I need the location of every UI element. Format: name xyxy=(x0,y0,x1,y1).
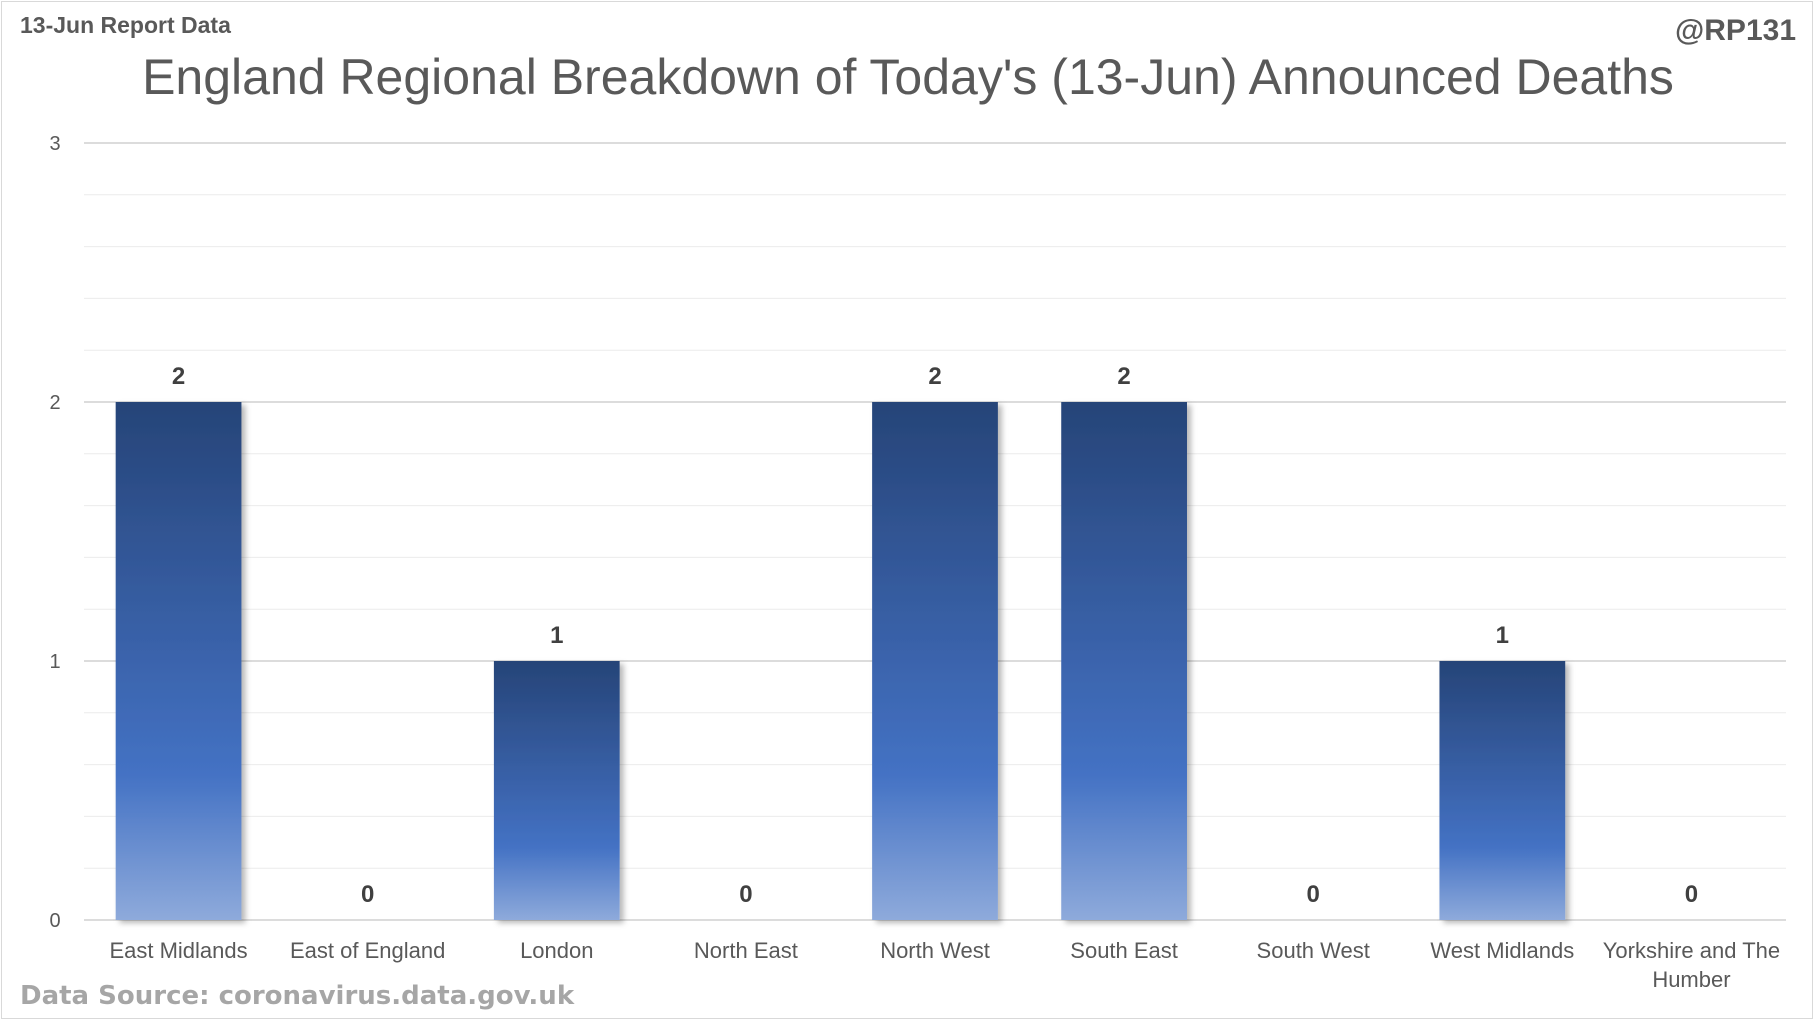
y-tick-label: 1 xyxy=(49,651,60,673)
x-tick-label: Yorkshire and The xyxy=(1603,938,1780,963)
data-label: 1 xyxy=(550,622,563,649)
bar xyxy=(1439,661,1566,920)
x-tick-label: Humber xyxy=(1652,967,1730,992)
y-axis: 0 1 2 3 xyxy=(49,133,60,932)
data-source: Data Source: coronavirus.data.gov.uk xyxy=(20,981,575,1011)
data-label: 1 xyxy=(1496,622,1509,649)
data-label: 0 xyxy=(739,881,752,908)
bar xyxy=(1061,402,1187,920)
data-label: 2 xyxy=(928,363,941,390)
y-tick-label: 2 xyxy=(49,392,60,414)
bar xyxy=(872,402,998,920)
x-tick-label: South East xyxy=(1070,938,1178,963)
author-handle: @RP131 xyxy=(1675,14,1796,47)
data-label: 0 xyxy=(1307,881,1320,908)
bars xyxy=(115,402,1566,920)
y-tick-label: 3 xyxy=(49,133,60,155)
x-tick-label: North East xyxy=(694,938,798,963)
x-tick-label: West Midlands xyxy=(1430,938,1574,963)
x-tick-label: London xyxy=(520,938,593,963)
report-date-note: 13-Jun Report Data xyxy=(20,12,231,38)
x-tick-label: East of England xyxy=(290,938,445,963)
x-tick-label: South West xyxy=(1257,938,1370,963)
data-label: 2 xyxy=(1117,363,1130,390)
data-label: 2 xyxy=(172,363,185,390)
x-tick-label: North West xyxy=(880,938,990,963)
data-label: 0 xyxy=(1685,881,1698,908)
bar xyxy=(115,402,242,920)
bar xyxy=(493,661,620,920)
chart-title: England Regional Breakdown of Today's (1… xyxy=(142,49,1674,105)
data-labels: 2 0 1 0 2 2 0 1 0 xyxy=(172,363,1698,908)
x-axis: East Midlands East of England London North … xyxy=(109,938,1780,992)
y-tick-label: 0 xyxy=(49,910,60,932)
x-tick-label: East Midlands xyxy=(109,938,247,963)
data-label: 0 xyxy=(361,881,374,908)
